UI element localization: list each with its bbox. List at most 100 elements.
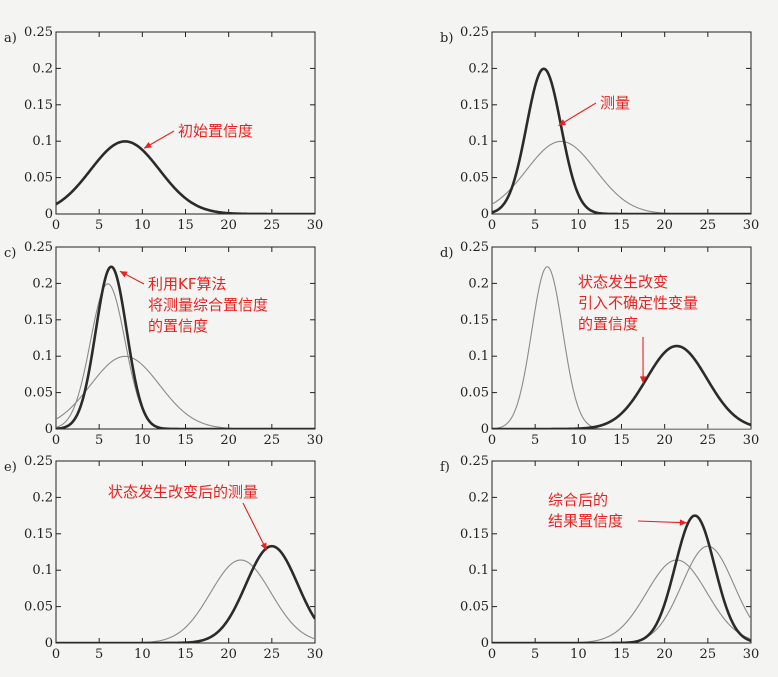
y-tick-label: 0.25 (24, 240, 53, 255)
annotation-text: 的置信度 (148, 317, 208, 335)
panel-b: 0 5 10 15 20 25 30 0 0.05 0.1 0.15 0.2 0.25 b) 测量 (440, 25, 759, 233)
series-line-thin (492, 266, 751, 429)
y-tick-label: 0.15 (24, 527, 53, 542)
x-tick-label: 0 (488, 218, 496, 233)
y-tick-label: 0.25 (460, 25, 489, 40)
y-tick-label: 0.05 (460, 171, 489, 186)
annotation-arrowhead (119, 271, 128, 278)
y-tick-label: 0.25 (24, 25, 53, 40)
x-tick-label: 5 (95, 433, 103, 448)
y-tick-label: 0.25 (460, 454, 489, 469)
x-tick-label: 5 (531, 218, 539, 233)
x-tick-label: 15 (177, 218, 194, 233)
panel-label: f) (440, 460, 450, 475)
x-tick-label: 10 (134, 647, 151, 662)
x-tick-label: 0 (52, 433, 60, 448)
x-tick-label: 0 (52, 218, 60, 233)
y-tick-label: 0.1 (32, 134, 53, 149)
x-tick-label: 20 (220, 218, 237, 233)
x-tick-label: 15 (613, 647, 630, 662)
series-line-thick (56, 544, 315, 643)
y-tick-label: 0.2 (32, 276, 53, 291)
y-tick-label: 0 (481, 422, 489, 437)
y-tick-label: 0.2 (468, 490, 489, 505)
x-tick-label: 20 (656, 218, 673, 233)
x-tick-label: 10 (570, 647, 587, 662)
x-tick-label: 25 (700, 647, 717, 662)
x-tick-label: 20 (220, 647, 237, 662)
annotation-arrowhead (639, 376, 647, 384)
y-tick-label: 0.15 (460, 98, 489, 113)
x-tick-label: 5 (531, 433, 539, 448)
x-tick-label: 10 (570, 433, 587, 448)
panel-label: e) (4, 460, 17, 475)
y-tick-label: 0.05 (460, 600, 489, 615)
x-tick-label: 25 (700, 433, 717, 448)
annotation-arrow (637, 520, 687, 524)
annotation-text: 引入不确定性变量 (578, 294, 698, 312)
x-tick-label: 20 (656, 647, 673, 662)
plot-frame (491, 31, 752, 215)
y-tick-label: 0.05 (460, 386, 489, 401)
x-tick-label: 0 (488, 433, 496, 448)
x-tick-label: 0 (488, 647, 496, 662)
annotation-text: 状态发生改变后的测量 (108, 483, 258, 501)
annotation-text: 利用KF算法 (148, 275, 226, 293)
y-tick-label: 0 (45, 422, 53, 437)
x-tick-label: 30 (743, 218, 760, 233)
y-tick-label: 0.15 (24, 98, 53, 113)
series-line-thick (492, 344, 751, 429)
x-tick-label: 30 (743, 433, 760, 448)
series-line-thin (492, 140, 751, 214)
curves (56, 140, 315, 214)
annotation-text: 的置信度 (578, 315, 638, 333)
panel-label: d) (440, 246, 453, 261)
annotation-text: 将测量综合置信度 (148, 296, 268, 314)
y-tick-label: 0.05 (24, 600, 53, 615)
y-tick-label: 0.1 (468, 134, 489, 149)
x-tick-label: 5 (95, 647, 103, 662)
curves (56, 265, 315, 429)
series-line-thick (492, 514, 751, 643)
panel-f: 0 5 10 15 20 25 30 0 0.05 0.1 0.15 0.2 0.25 f) 综合后的结果置… (440, 454, 759, 662)
series-line-thick (492, 67, 751, 214)
x-tick-label: 15 (177, 433, 194, 448)
x-tick-label: 10 (570, 218, 587, 233)
y-tick-label: 0.25 (460, 240, 489, 255)
curves (492, 266, 751, 429)
y-tick-label: 0.1 (32, 349, 53, 364)
x-tick-label: 20 (220, 433, 237, 448)
y-tick-label: 0.15 (460, 527, 489, 542)
y-tick-label: 0.1 (468, 349, 489, 364)
x-tick-label: 5 (531, 647, 539, 662)
x-tick-label: 30 (307, 218, 324, 233)
annotation-arrow (242, 502, 268, 551)
curves (56, 544, 315, 643)
series-line-thick (56, 265, 315, 429)
panel-e: 0 5 10 15 20 25 30 0 0.05 0.1 0.15 0.2 0.25 e) 状态发生改变后… (4, 454, 323, 662)
y-tick-label: 0.05 (24, 171, 53, 186)
annotation-text: 结果置信度 (548, 512, 623, 530)
annotation-text: 综合后的 (548, 491, 608, 509)
y-tick-label: 0.2 (32, 490, 53, 505)
annotation-arrowhead (260, 542, 267, 551)
panel-c: 0 5 10 15 20 25 30 0 0.05 0.1 0.15 0.2 0.25 c) 利用KF算法将… (4, 240, 323, 448)
y-tick-label: 0 (481, 207, 489, 222)
x-tick-label: 25 (264, 433, 281, 448)
annotation-text: 初始置信度 (178, 122, 253, 140)
x-tick-label: 5 (95, 218, 103, 233)
x-tick-label: 30 (743, 647, 760, 662)
x-tick-label: 25 (264, 647, 281, 662)
y-tick-label: 0.15 (24, 313, 53, 328)
x-tick-label: 20 (656, 433, 673, 448)
x-tick-label: 15 (613, 218, 630, 233)
y-tick-label: 0 (45, 207, 53, 222)
panel-a: 0 5 10 15 20 25 30 0 0.05 0.1 0.15 0.2 0.25 a) 初始置信度 (4, 25, 323, 233)
annotation-text: 测量 (600, 94, 630, 112)
annotation-text: 状态发生改变 (578, 273, 668, 291)
y-tick-label: 0.15 (460, 313, 489, 328)
y-tick-label: 0.05 (24, 386, 53, 401)
y-tick-label: 0.1 (32, 563, 53, 578)
y-tick-label: 0.2 (32, 61, 53, 76)
